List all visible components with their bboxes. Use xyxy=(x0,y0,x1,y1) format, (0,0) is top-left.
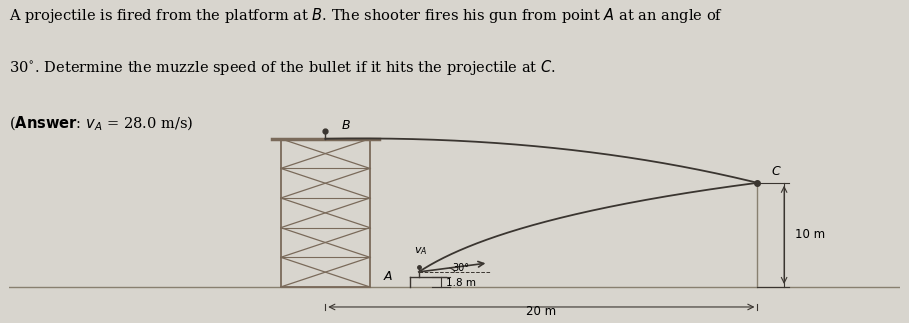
Text: 20 m: 20 m xyxy=(526,305,556,318)
Text: A projectile is fired from the platform at $B$. The shooter fires his gun from p: A projectile is fired from the platform … xyxy=(9,6,724,26)
Text: $v_A$: $v_A$ xyxy=(415,245,428,257)
Text: 10 m: 10 m xyxy=(794,228,825,241)
Text: 30$^{\circ}$. Determine the muzzle speed of the bullet if it hits the projectile: 30$^{\circ}$. Determine the muzzle speed… xyxy=(9,58,556,77)
Text: $A$: $A$ xyxy=(384,270,394,284)
Text: $C$: $C$ xyxy=(771,165,782,178)
Text: 30°: 30° xyxy=(453,263,470,273)
Text: 1.8 m: 1.8 m xyxy=(445,277,475,287)
Text: $B$: $B$ xyxy=(342,119,351,132)
Text: ($\bf{Answer}$: $v_A$ = 28.0 m/s): ($\bf{Answer}$: $v_A$ = 28.0 m/s) xyxy=(9,114,194,133)
